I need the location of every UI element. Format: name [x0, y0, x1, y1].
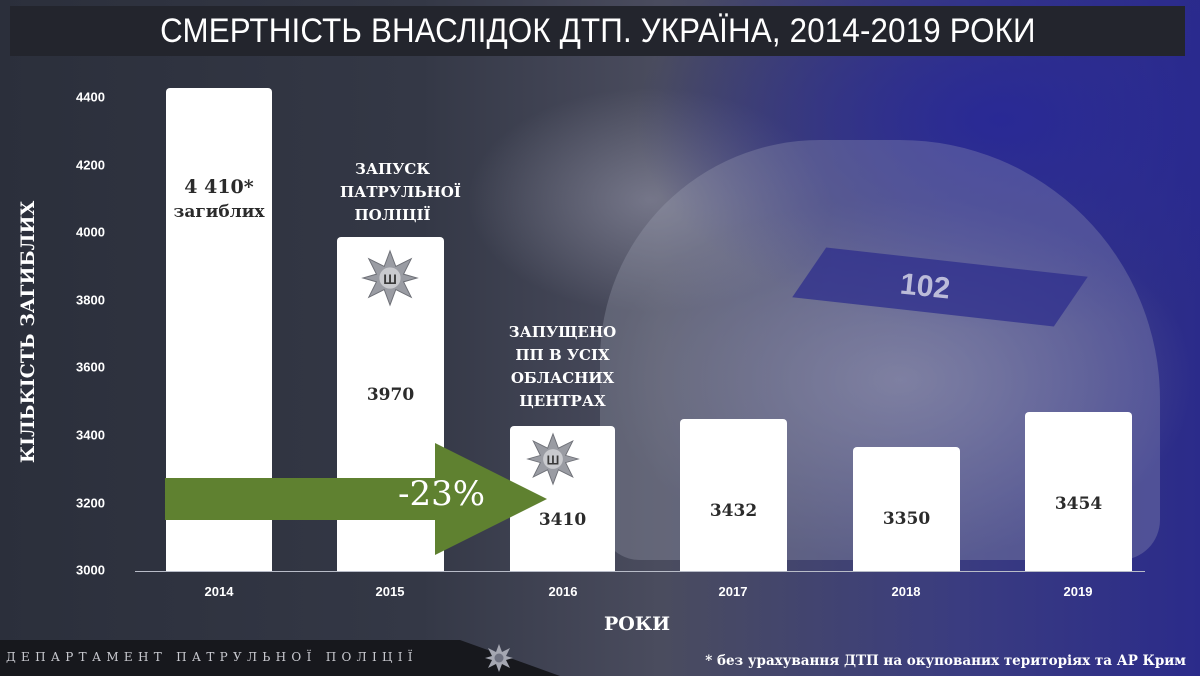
y-tick-3400: 3400 — [76, 427, 105, 443]
bar-2015: Ш 3970 — [337, 237, 444, 571]
x-tick-2017: 2017 — [718, 584, 748, 599]
annotation-line: ЗАПУЩЕНО — [508, 323, 617, 341]
annotation-line: ЦЕНТРАХ — [519, 392, 606, 410]
x-tick-2018: 2018 — [891, 584, 921, 599]
bar-value-2014-unit: загиблих — [173, 202, 265, 222]
annotation-line: ПАТРУЛЬНОЇ — [340, 183, 461, 201]
bar-2019: 3454 — [1025, 412, 1132, 571]
x-tick-2014: 2014 — [204, 584, 234, 599]
police-car-number: 102 — [898, 267, 952, 306]
footnote: * без урахування ДТП на окупованих терит… — [705, 653, 1186, 669]
annotation-patrol-launch: ЗАПУСК ПАТРУЛЬНОЇ ПОЛІЦІЇ — [340, 158, 461, 227]
annotation-line: ЗАПУСК — [355, 160, 430, 178]
x-tick-2019: 2019 — [1063, 584, 1093, 599]
svg-text:Ш: Ш — [383, 272, 397, 287]
x-tick-2015: 2015 — [375, 584, 405, 599]
annotation-line: ПП В УСІХ — [515, 346, 610, 364]
y-tick-4200: 4200 — [76, 157, 105, 173]
y-axis-label: КІЛЬКІСТЬ ЗАГИБЛИХ — [17, 200, 39, 464]
police-badge-icon: Ш — [361, 249, 419, 307]
x-axis-line — [135, 571, 1145, 572]
annotation-line: ОБЛАСНИХ — [510, 369, 615, 387]
decrease-arrow-head-icon — [435, 443, 547, 555]
y-tick-4400: 4400 — [76, 89, 105, 105]
annotation-regional-centers: ЗАПУЩЕНО ПП В УСІХ ОБЛАСНИХ ЦЕНТРАХ — [505, 321, 620, 413]
bar-value-2017: 3432 — [709, 501, 758, 521]
bar-2018: 3350 — [853, 447, 960, 571]
y-tick-3000: 3000 — [76, 562, 105, 578]
decrease-percent-label: -23% — [398, 474, 486, 514]
svg-text:Ш: Ш — [547, 453, 560, 467]
bar-value-2014: 4 410* — [184, 176, 254, 198]
bar-value-2015: 3970 — [366, 385, 415, 405]
decrease-arrow-shaft — [165, 478, 437, 520]
department-name: ДЕПАРТАМЕНТ ПАТРУЛЬНОЇ ПОЛІЦІЇ — [6, 650, 418, 664]
bar-value-2016: 3410 — [538, 510, 587, 530]
bar-value-2019: 3454 — [1054, 494, 1103, 514]
bar-value-2018: 3350 — [882, 509, 931, 529]
y-tick-3200: 3200 — [76, 495, 105, 511]
y-tick-4000: 4000 — [76, 224, 105, 240]
page-title: СМЕРТНІСТЬ ВНАСЛІДОК ДТП. УКРАЇНА, 2014-… — [159, 11, 1036, 50]
x-tick-2016: 2016 — [548, 584, 578, 599]
annotation-line: ПОЛІЦІЇ — [354, 206, 431, 224]
bar-2017: 3432 — [680, 419, 787, 571]
y-tick-3600: 3600 — [76, 359, 105, 375]
police-badge-icon — [485, 644, 513, 672]
title-bar: СМЕРТНІСТЬ ВНАСЛІДОК ДТП. УКРАЇНА, 2014-… — [10, 6, 1185, 56]
x-axis-label: РОКИ — [604, 613, 671, 635]
y-tick-3800: 3800 — [76, 292, 105, 308]
footer-band — [0, 640, 560, 676]
